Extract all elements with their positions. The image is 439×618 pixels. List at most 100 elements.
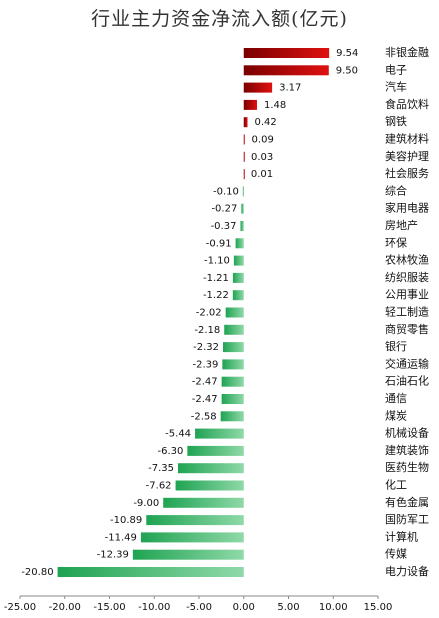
category-label: 煤炭 <box>385 409 407 422</box>
category-label: 公用事业 <box>385 288 429 301</box>
bar <box>232 290 244 301</box>
category-label: 电力设备 <box>385 564 429 578</box>
bar <box>233 255 244 266</box>
value-label: -2.47 <box>192 394 218 405</box>
value-label: -12.39 <box>97 550 129 561</box>
bar <box>146 515 244 526</box>
bar <box>195 428 244 439</box>
category-label: 计算机 <box>385 529 418 543</box>
value-label: -11.49 <box>105 532 137 543</box>
bar <box>240 221 244 231</box>
bars-layer: 9.54 非银金融 9.50 电子 3.17 汽车 1.48 食品饮料 0.42 钢铁 0.09 建筑… <box>21 45 429 578</box>
category-label: 商贸零售 <box>385 322 429 336</box>
bar <box>243 151 245 162</box>
x-tick-label: 10.00 <box>319 602 348 613</box>
value-label: 0.42 <box>255 117 277 128</box>
x-tick-label: 5.00 <box>277 602 299 613</box>
value-label: -0.27 <box>211 204 237 215</box>
category-label: 汽车 <box>385 80 407 94</box>
value-label: 1.48 <box>264 100 286 111</box>
bar <box>243 48 330 58</box>
value-label: -1.10 <box>204 256 230 267</box>
bar <box>243 134 245 145</box>
bar <box>243 117 248 128</box>
bar <box>235 238 244 249</box>
bar <box>241 203 244 214</box>
x-tick-label: -15.00 <box>93 602 125 613</box>
bar <box>243 82 273 93</box>
category-label: 交通运输 <box>385 356 429 370</box>
category-label: 美容护理 <box>385 149 429 163</box>
value-label: -2.18 <box>194 325 220 336</box>
x-tick-label: -5.00 <box>186 602 212 613</box>
value-label: -5.44 <box>165 429 191 440</box>
category-label: 纺织服装 <box>385 270 429 284</box>
value-label: 9.54 <box>336 48 358 59</box>
value-label: 0.09 <box>252 135 274 146</box>
category-label: 化工 <box>385 478 407 492</box>
value-label: -1.22 <box>203 290 229 301</box>
bar <box>175 480 244 491</box>
category-label: 银行 <box>385 339 407 353</box>
category-label: 建筑装饰 <box>385 443 429 457</box>
bar <box>221 376 244 387</box>
value-label: -7.35 <box>148 463 174 474</box>
category-label: 通信 <box>385 392 407 405</box>
x-tick-label: -25.00 <box>4 602 36 613</box>
value-label: -1.21 <box>203 273 229 284</box>
bar <box>232 272 244 283</box>
category-label: 社会服务 <box>385 166 429 180</box>
bar <box>132 549 244 560</box>
bar <box>163 497 244 508</box>
value-label: -0.37 <box>211 221 237 232</box>
bar <box>140 532 244 543</box>
value-label: -7.62 <box>146 481 172 492</box>
value-label: -9.00 <box>133 498 159 509</box>
bar <box>222 342 244 353</box>
chart-title: 行业主力资金净流入额(亿元) <box>91 8 348 30</box>
bar <box>243 99 257 110</box>
category-label: 传媒 <box>385 548 407 561</box>
bar <box>242 186 244 197</box>
value-label: 9.50 <box>336 65 358 76</box>
category-label: 综合 <box>385 183 407 197</box>
bar <box>187 445 244 456</box>
value-label: -2.39 <box>192 359 218 370</box>
category-label: 房地产 <box>385 218 418 232</box>
category-label: 石油石化 <box>385 374 429 388</box>
value-label: 3.17 <box>279 83 301 94</box>
category-label: 轻工制造 <box>385 305 429 319</box>
category-label: 电子 <box>385 63 407 76</box>
bar <box>221 394 244 404</box>
category-label: 有色金属 <box>385 495 429 509</box>
bar <box>224 324 244 335</box>
x-axis: -25.00 -20.00 -15.00 -10.00 -5.00 0.00 5.00 10.… <box>4 595 393 613</box>
value-label: -0.10 <box>213 186 239 197</box>
category-label: 非银金融 <box>385 45 429 59</box>
category-label: 国防军工 <box>385 512 429 526</box>
category-label: 医药生物 <box>385 460 429 474</box>
value-label: -6.30 <box>157 446 183 457</box>
bar <box>57 567 244 577</box>
value-label: -2.02 <box>196 308 222 319</box>
value-label: -0.91 <box>206 238 232 249</box>
value-label: -2.58 <box>191 411 217 422</box>
x-tick-label: 15.00 <box>364 602 393 613</box>
category-label: 建筑材料 <box>385 132 429 146</box>
bar <box>243 65 329 76</box>
bar <box>225 307 244 318</box>
value-label: -2.47 <box>192 377 218 388</box>
value-label: -20.80 <box>21 567 53 578</box>
value-label: 0.01 <box>251 169 273 180</box>
bar <box>243 169 245 180</box>
x-tick-label: -20.00 <box>49 602 81 613</box>
category-label: 环保 <box>385 235 407 249</box>
category-label: 家用电器 <box>385 201 429 215</box>
value-label: 0.03 <box>251 152 273 163</box>
bar <box>222 359 244 370</box>
bar <box>177 463 244 474</box>
x-tick-label: 0.00 <box>233 602 255 613</box>
bar <box>220 411 244 422</box>
category-label: 食品饮料 <box>385 97 429 111</box>
